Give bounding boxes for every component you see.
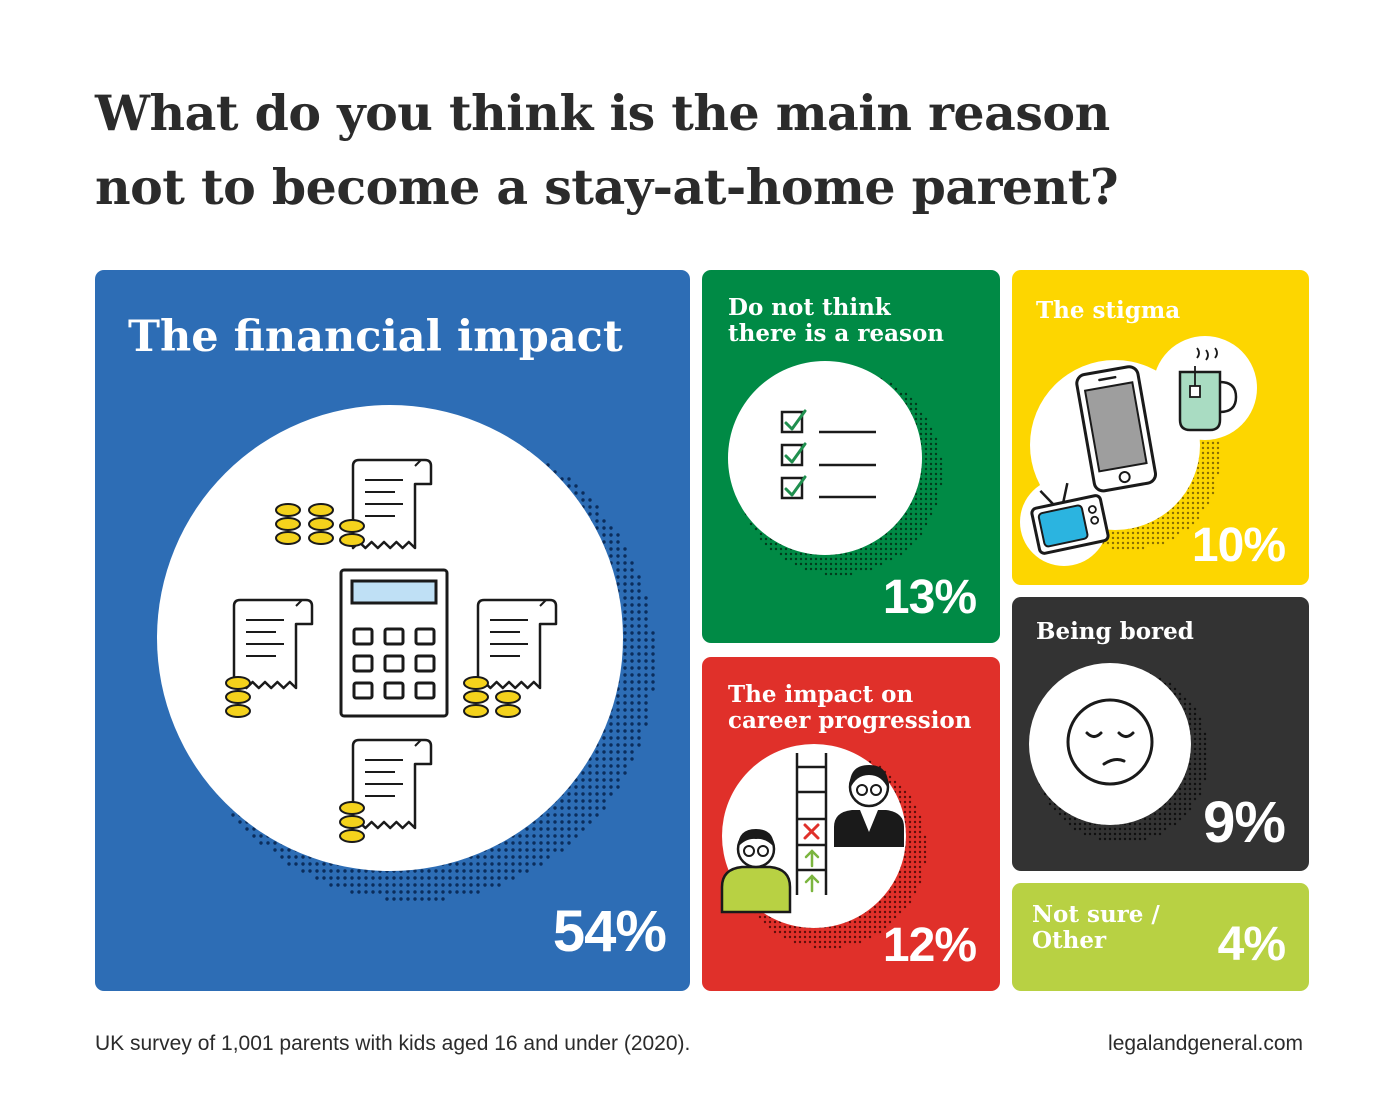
tile-stigma-label: The stigma — [1036, 297, 1181, 324]
tile-bored-value: 9% — [1203, 790, 1286, 855]
tile-no-reason-value: 13% — [882, 571, 977, 624]
tile-bored-label: Being bored — [1036, 618, 1194, 645]
tile-other-label: Not sure / Other — [1032, 901, 1160, 954]
tile-financial-label: The financial impact — [128, 312, 623, 362]
tile-career-progression: The impact on career progression 12% — [702, 657, 1000, 991]
tile-financial-impact: The financial impact 54% — [95, 270, 690, 991]
tile-financial-value: 54% — [552, 899, 667, 964]
career-ladder-icon — [720, 744, 927, 949]
chart-title: What do you think is the main reason not… — [95, 76, 1295, 224]
tile-no-reason: Do not think there is a reason 13% — [702, 270, 1000, 643]
chart-title-line-2: not to become a stay-at-home parent? — [95, 158, 1119, 216]
tile-other-value: 4% — [1217, 918, 1286, 971]
tile-being-bored: Being bored 9% — [1012, 597, 1309, 871]
chart-title-line-1: What do you think is the main reason — [95, 84, 1110, 142]
checklist-icon — [728, 361, 943, 576]
tile-no-reason-label: Do not think there is a reason — [728, 294, 945, 347]
tile-career-label: The impact on career progression — [728, 681, 972, 734]
tile-stigma-value: 10% — [1191, 519, 1286, 572]
bored-face-icon — [1029, 663, 1207, 841]
calculator-receipts-coins-icon — [157, 405, 655, 901]
source-link[interactable]: legalandgeneral.com — [1108, 1032, 1303, 1055]
survey-footnote: UK survey of 1,001 parents with kids age… — [95, 1032, 691, 1055]
tile-not-sure-other: Not sure / Other 4% — [1012, 883, 1309, 991]
tile-career-value: 12% — [882, 919, 977, 972]
tile-stigma: The stigma 10% — [1012, 270, 1309, 585]
phone-tv-mug-icon — [1020, 336, 1257, 566]
